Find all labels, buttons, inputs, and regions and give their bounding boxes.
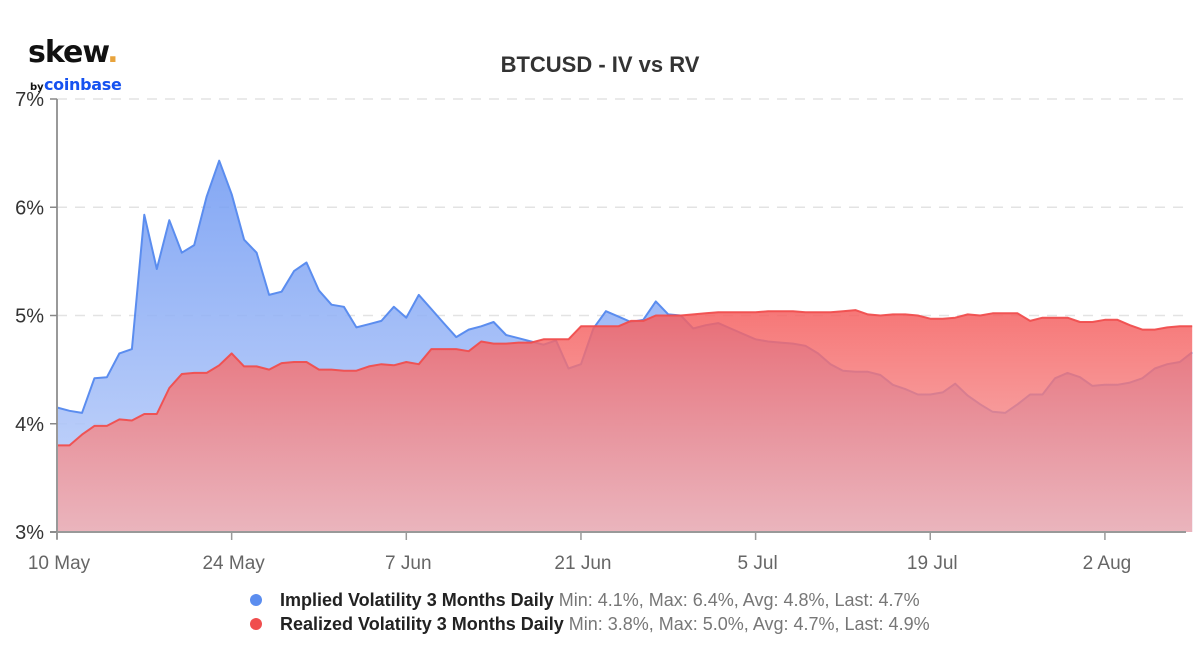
logo-brand-text: skew bbox=[28, 35, 108, 70]
logo-dot: . bbox=[107, 35, 118, 70]
legend-marker-rv-icon bbox=[250, 618, 262, 630]
chart-title: BTCUSD - IV vs RV bbox=[500, 52, 700, 77]
y-tick-label: 4% bbox=[15, 414, 44, 436]
x-tick-label: 2 Aug bbox=[1083, 553, 1132, 574]
series-area-rv bbox=[57, 310, 1193, 532]
legend-item-rv[interactable]: Realized Volatility 3 Months Daily Min: … bbox=[250, 612, 930, 636]
x-tick-label: 21 Jun bbox=[554, 553, 611, 574]
legend-stats-iv: Min: 4.1%, Max: 6.4%, Avg: 4.8%, Last: 4… bbox=[558, 589, 920, 610]
logo-by-text: by bbox=[30, 82, 44, 93]
legend-stats-rv: Min: 3.8%, Max: 5.0%, Avg: 4.7%, Last: 4… bbox=[568, 613, 930, 634]
legend-label-rv: Realized Volatility 3 Months Daily bbox=[280, 613, 564, 634]
skew-logo: skew. by coinbase bbox=[28, 35, 122, 95]
legend: Implied Volatility 3 Months Daily Min: 4… bbox=[250, 588, 930, 636]
legend-item-iv[interactable]: Implied Volatility 3 Months Daily Min: 4… bbox=[250, 588, 930, 612]
x-axis-ticks: 10 May 24 May 7 Jun 21 Jun 5 Jul 19 Jul 2 Aug bbox=[28, 532, 1131, 574]
y-tick-label: 6% bbox=[15, 197, 44, 219]
x-tick-label: 24 May bbox=[202, 553, 265, 574]
series-line-rv bbox=[57, 309, 1193, 447]
x-tick-label: 10 May bbox=[28, 553, 91, 574]
x-tick-label: 7 Jun bbox=[385, 553, 431, 574]
x-tick-label: 5 Jul bbox=[738, 553, 778, 574]
legend-marker-iv-icon bbox=[250, 594, 262, 606]
axes bbox=[50, 99, 1186, 539]
legend-label-iv: Implied Volatility 3 Months Daily bbox=[280, 589, 554, 610]
logo-wordmark: skew. bbox=[28, 35, 119, 70]
logo-coinbase-text: coinbase bbox=[44, 75, 122, 94]
x-tick-label: 19 Jul bbox=[907, 553, 958, 574]
y-tick-label: 3% bbox=[15, 522, 44, 544]
series-areas bbox=[56, 159, 1193, 532]
y-tick-label: 5% bbox=[15, 306, 44, 328]
y-axis-ticks: 3% 4% 5% 6% 7% bbox=[15, 89, 57, 544]
y-tick-label: 7% bbox=[15, 89, 44, 111]
